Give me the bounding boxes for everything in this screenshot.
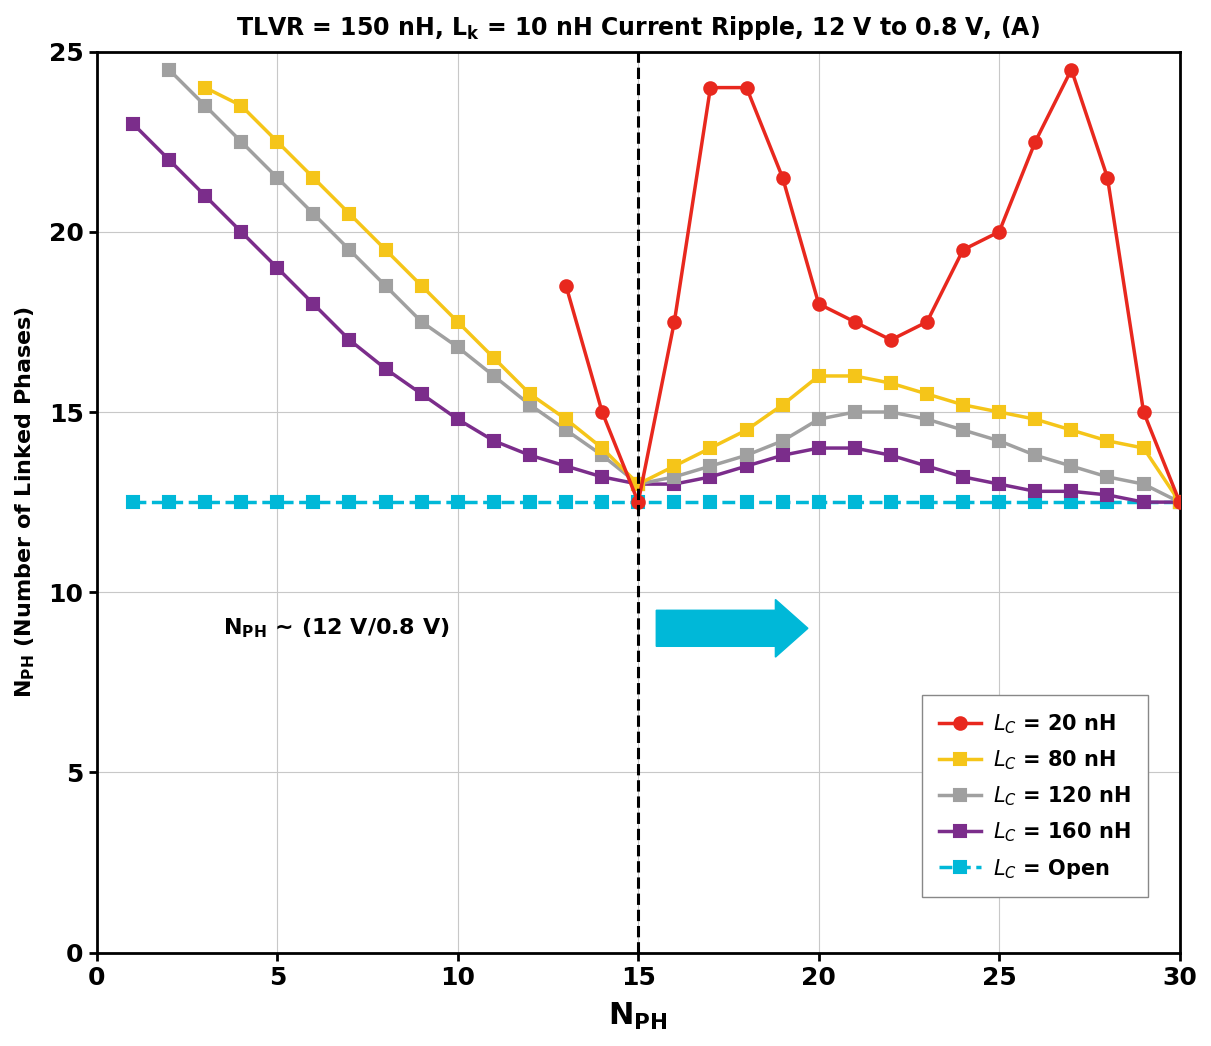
Title: TLVR = 150 nH, $\mathbf{L_k}$ = 10 nH Current Ripple, 12 V to 0.8 V, (A): TLVR = 150 nH, $\mathbf{L_k}$ = 10 nH Cu… — [236, 14, 1040, 42]
X-axis label: $\mathbf{N_{PH}}$: $\mathbf{N_{PH}}$ — [608, 1001, 668, 1032]
Text: $\mathbf{N_{PH}}$ ~ (12 V/0.8 V): $\mathbf{N_{PH}}$ ~ (12 V/0.8 V) — [223, 616, 449, 640]
FancyArrow shape — [656, 599, 808, 657]
Y-axis label: $\mathbf{N_{PH}}$ (Number of Linked Phases): $\mathbf{N_{PH}}$ (Number of Linked Phas… — [13, 306, 38, 698]
Legend: $L_C$ = 20 nH, $L_C$ = 80 nH, $L_C$ = 120 nH, $L_C$ = 160 nH, $L_C$ = Open: $L_C$ = 20 nH, $L_C$ = 80 nH, $L_C$ = 12… — [923, 696, 1148, 897]
